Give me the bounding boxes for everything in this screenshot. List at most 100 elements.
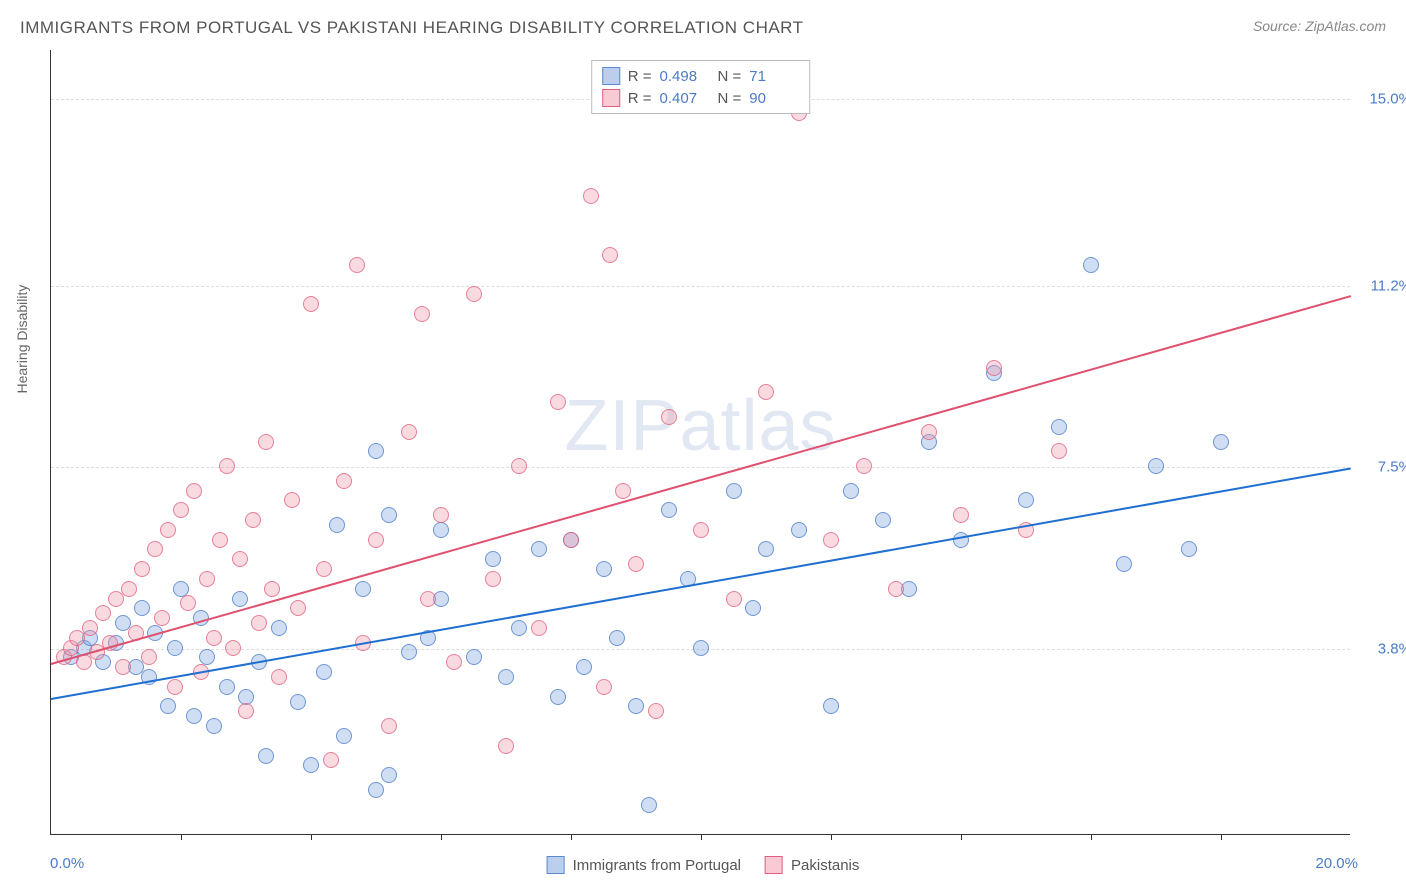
scatter-point [251, 615, 267, 631]
scatter-point [511, 458, 527, 474]
scatter-point [336, 473, 352, 489]
scatter-point [628, 556, 644, 572]
scatter-point [843, 483, 859, 499]
scatter-point [563, 532, 579, 548]
scatter-point [329, 517, 345, 533]
scatter-point [531, 620, 547, 636]
scatter-point [368, 443, 384, 459]
scatter-point [791, 522, 807, 538]
scatter-point [953, 532, 969, 548]
scatter-point [186, 483, 202, 499]
scatter-point [485, 551, 501, 567]
scatter-point [258, 748, 274, 764]
scatter-point [726, 591, 742, 607]
scatter-point [134, 600, 150, 616]
scatter-point [1083, 257, 1099, 273]
scatter-point [1116, 556, 1132, 572]
legend-item-pakistani: Pakistanis [765, 856, 859, 874]
scatter-point [986, 360, 1002, 376]
scatter-point [316, 561, 332, 577]
scatter-point [693, 522, 709, 538]
scatter-point [349, 257, 365, 273]
scatter-point [284, 492, 300, 508]
scatter-point [368, 782, 384, 798]
scatter-point [336, 728, 352, 744]
scatter-point [368, 532, 384, 548]
x-tick [831, 834, 832, 840]
source-attribution: Source: ZipAtlas.com [1253, 18, 1386, 34]
watermark-bold: ZIP [564, 386, 679, 466]
x-tick [181, 834, 182, 840]
scatter-point [199, 649, 215, 665]
x-axis-max-label: 20.0% [1315, 855, 1358, 872]
scatter-point [615, 483, 631, 499]
n-value-portugal: 71 [749, 68, 799, 85]
scatter-point [661, 502, 677, 518]
x-tick [571, 834, 572, 840]
scatter-point [1051, 443, 1067, 459]
scatter-point [466, 286, 482, 302]
scatter-point [433, 522, 449, 538]
scatter-point [758, 384, 774, 400]
r-value-pakistani: 0.407 [660, 90, 710, 107]
scatter-point [271, 620, 287, 636]
scatter-point [446, 654, 462, 670]
watermark-thin: atlas [679, 386, 836, 466]
scatter-point [628, 698, 644, 714]
scatter-point [303, 757, 319, 773]
scatter-point [609, 630, 625, 646]
scatter-point [1148, 458, 1164, 474]
scatter-point [245, 512, 261, 528]
scatter-point [583, 188, 599, 204]
y-tick-label: 3.8% [1378, 640, 1406, 657]
scatter-point [921, 424, 937, 440]
scatter-point [531, 541, 547, 557]
scatter-point [258, 434, 274, 450]
n-label: N = [718, 90, 742, 107]
scatter-point [160, 522, 176, 538]
scatter-point [485, 571, 501, 587]
scatter-point [238, 703, 254, 719]
scatter-point [212, 532, 228, 548]
x-tick [1221, 834, 1222, 840]
scatter-point [414, 306, 430, 322]
scatter-point [420, 591, 436, 607]
scatter-point [466, 649, 482, 665]
scatter-point [134, 561, 150, 577]
scatter-point [271, 669, 287, 685]
trendline [51, 467, 1351, 700]
scatter-point [173, 502, 189, 518]
swatch-pink [602, 89, 620, 107]
scatter-point [115, 659, 131, 675]
scatter-point [550, 689, 566, 705]
scatter-point [888, 581, 904, 597]
scatter-point [381, 718, 397, 734]
r-value-portugal: 0.498 [660, 68, 710, 85]
scatter-point [303, 296, 319, 312]
y-tick-label: 11.2% [1371, 277, 1406, 294]
y-tick-label: 15.0% [1369, 91, 1406, 108]
x-tick [961, 834, 962, 840]
scatter-point [1051, 419, 1067, 435]
scatter-point [550, 394, 566, 410]
r-label: R = [628, 90, 652, 107]
y-tick-label: 7.5% [1378, 459, 1406, 476]
scatter-point [381, 507, 397, 523]
scatter-point [186, 708, 202, 724]
scatter-point [745, 600, 761, 616]
scatter-point [1213, 434, 1229, 450]
scatter-point [401, 424, 417, 440]
n-label: N = [718, 68, 742, 85]
scatter-point [856, 458, 872, 474]
stats-row-portugal: R = 0.498 N = 71 [602, 65, 800, 87]
scatter-point [1018, 492, 1034, 508]
r-label: R = [628, 68, 652, 85]
scatter-point [225, 640, 241, 656]
scatter-point [219, 458, 235, 474]
swatch-blue [602, 67, 620, 85]
scatter-point [596, 679, 612, 695]
legend-label-pakistani: Pakistanis [791, 857, 859, 874]
y-axis-title: Hearing Disability [14, 285, 30, 394]
x-tick [441, 834, 442, 840]
scatter-point [154, 610, 170, 626]
